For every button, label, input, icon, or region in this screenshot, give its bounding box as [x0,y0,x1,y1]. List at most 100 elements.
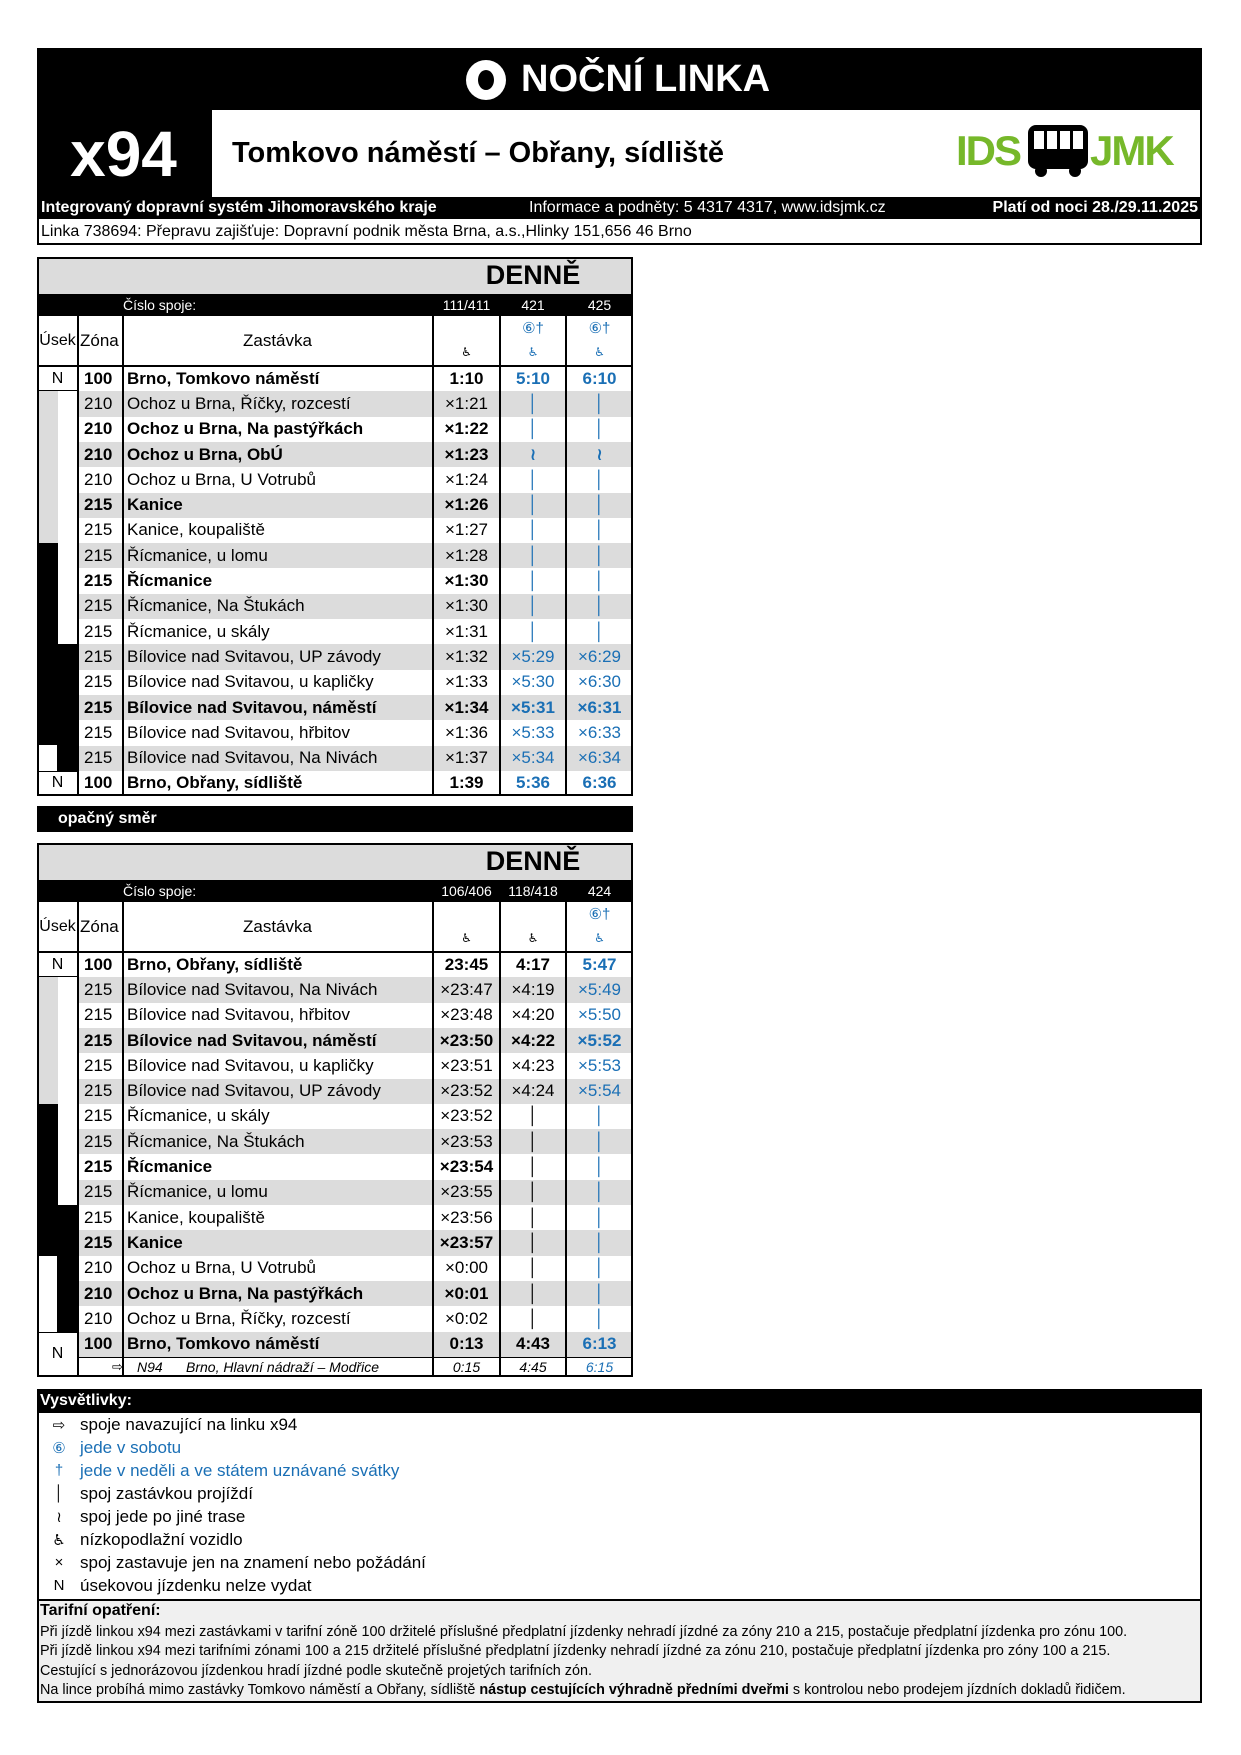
trip-notes: ⑥† [522,320,544,337]
connection-line: N94 [137,1358,163,1375]
header-rule [37,951,633,953]
zone: 210 [84,1283,113,1303]
legend-symbol: † [54,1462,64,1479]
time: ×5:34 [511,748,555,768]
stop: Bílovice nad Svitavou, náměstí [127,697,377,717]
time: │ [527,545,539,565]
time: │ [594,1182,605,1202]
time: ×5:31 [511,697,555,717]
stop: Bílovice nad Svitavou, UP závody [127,646,381,666]
zone: 215 [84,722,113,742]
segment-bar [57,644,78,771]
time: ×5:30 [511,672,555,692]
legend-text: úsekovou jízdenku nelze vydat [80,1575,312,1595]
operator: Linka 738694: Přepravu zajišťuje: Doprav… [41,223,692,240]
stop: Kanice [127,1232,183,1252]
timetable-frame [37,257,633,797]
connection-symbol: ⇨ [112,1358,123,1374]
stop: Bílovice nad Svitavou, hřbitov [127,722,351,742]
stop: Řícmanice, Na Štukách [127,1131,305,1151]
row-band [78,441,633,468]
zone: 215 [84,646,113,666]
stop: Řícmanice, u lomu [127,1182,268,1202]
direction-label: opačný směr [58,810,157,827]
time: ×1:26 [444,495,489,515]
segment-bar [37,543,58,746]
time: │ [594,1131,605,1151]
time: │ [527,621,539,641]
trip-access: ♿ [461,345,472,359]
time: ×5:33 [511,722,555,742]
stop: Bílovice nad Svitavou, náměstí [127,1030,377,1050]
system-name: Integrovaný dopravní systém Jihomoravské… [41,199,437,216]
stop: Bílovice nad Svitavou, u kapličky [127,672,374,692]
zone: 215 [84,545,113,565]
stop: Brno, Obřany, sídliště [127,773,303,793]
zone: 215 [84,748,113,768]
info-strip [37,197,1202,219]
time: │ [527,596,539,616]
trip-number: 106/406 [441,883,492,899]
row-band [78,593,633,619]
time: ×6:34 [577,748,621,768]
stop: Bílovice nad Svitavou, u kapličky [127,1055,374,1075]
zone: 215 [84,596,113,616]
time: ×1:32 [444,646,488,666]
zone: 210 [84,469,113,489]
col-stop-label: Zastávka [243,331,312,350]
column-rule [499,316,501,797]
trip-access: ♿ [461,931,472,945]
time: ×23:54 [439,1157,494,1177]
timetable-frame [37,843,633,1377]
trip-number: 421 [521,297,545,313]
row-band [78,745,633,771]
legend-symbol: ♿ [52,1531,66,1549]
night-icon-mark [478,70,494,90]
time: │ [527,419,539,439]
legend-text: spoje navazující na linku x94 [80,1414,298,1434]
time: │ [527,469,539,489]
zone: 100 [84,368,113,388]
row-band [78,391,633,417]
zone: 215 [84,495,113,515]
trip-number: 425 [587,297,612,313]
zone: 215 [84,1157,113,1177]
tariff-text: Při jízdě linkou x94 mezi zastávkami v t… [40,1623,1128,1640]
time: │ [594,1232,605,1252]
header-title: NOČNÍ LINKA [521,57,771,100]
time: 4:43 [515,1334,551,1354]
trip-band [37,294,633,316]
row-band [78,1129,633,1155]
legend-text: spoj zastavuje jen na znamení nebo požád… [80,1552,426,1572]
time: ×0:02 [444,1308,488,1328]
trip-access: ♿ [594,931,605,945]
tariff-band [39,1599,1200,1701]
stop: Řícmanice, u lomu [127,545,268,565]
logo-ids: IDS [956,127,1022,174]
line-number-box [37,110,210,197]
heading: DENNĚ [485,260,581,290]
title-bar [37,48,1202,110]
line-number: x94 [70,117,177,190]
logo-jmk: JMK [1090,127,1175,174]
legend-symbol: N [53,1577,65,1594]
time: │ [527,1258,539,1278]
stop: Kanice [127,495,183,515]
trip-number: 424 [587,883,612,899]
time: 6:13 [582,1334,617,1354]
legend-text: spoj jede po jiné trase [80,1506,246,1526]
time: ×1:23 [444,444,489,464]
connection-time: 0:15 [452,1358,481,1375]
time: ×1:33 [444,672,488,692]
time: ×1:31 [444,621,488,641]
time: ×5:49 [577,979,621,999]
time: │ [594,393,605,413]
stop: Bílovice nad Svitavou, UP závody [127,1081,381,1101]
stop: Řícmanice [127,571,213,591]
stop: Ochoz u Brna, Říčky, rozcestí [127,393,351,413]
segment: N [51,774,64,792]
zone: 215 [84,1030,113,1050]
connection-route: Brno, Hlavní nádraží – Modřice [186,1358,379,1375]
time: │ [594,1283,605,1303]
zone: 215 [84,571,113,591]
